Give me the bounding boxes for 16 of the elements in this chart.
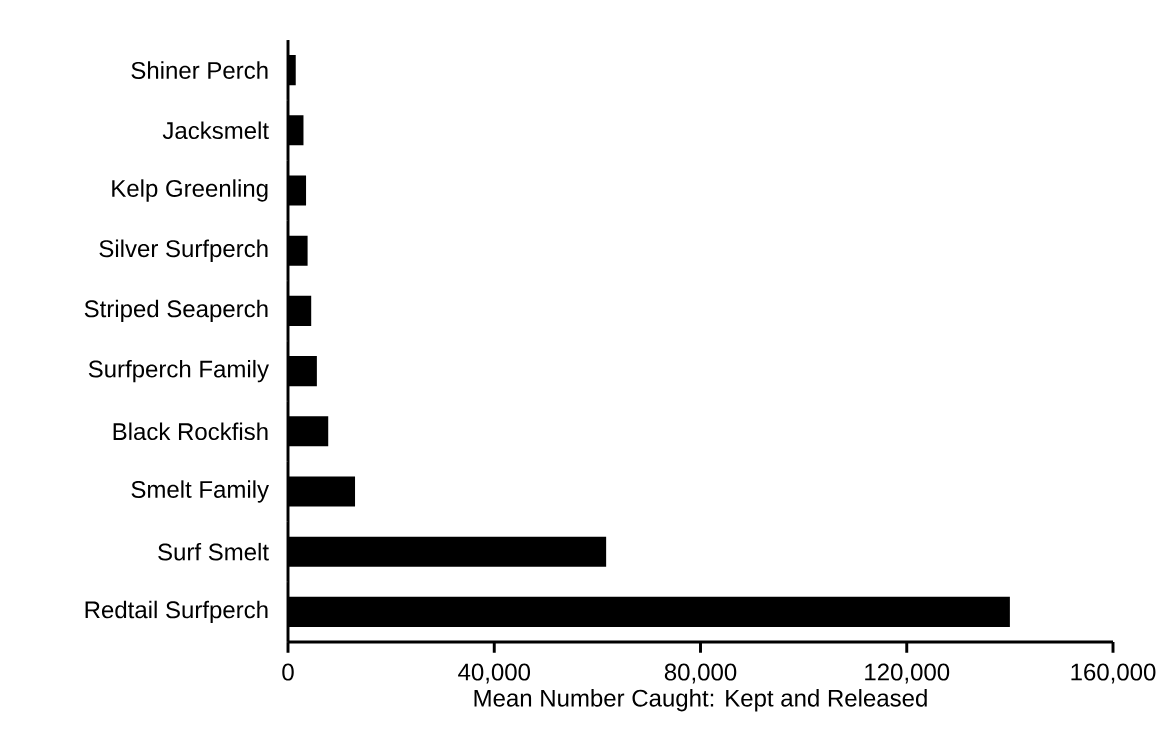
y-tick-label: Surfperch Family — [88, 359, 269, 383]
x-tick-label: 80,000 — [664, 663, 737, 684]
y-tick-label: Striped Seaperch — [84, 299, 268, 323]
x-axis-title: Mean Number Caught: Kept and Released — [474, 689, 927, 712]
y-tick-label: Surf Smelt — [158, 542, 269, 561]
y-tick-label: Smelt Family — [131, 480, 269, 503]
x-tick-label: 0 — [282, 663, 294, 681]
y-tick-label: Redtail Surfperch — [85, 600, 268, 624]
y-tick-label: Shiner Perch — [131, 61, 268, 79]
x-tick-label: 160,000 — [1071, 663, 1156, 684]
x-tick-label: 120,000 — [865, 663, 950, 684]
y-tick-label: Jacksmelt — [162, 121, 269, 140]
y-tick-label: Black Rockfish — [113, 422, 268, 441]
x-tick-label: 40,000 — [458, 663, 531, 684]
y-tick-label: Silver Surfperch — [99, 239, 268, 262]
y-tick-label: Kelp Greenling — [112, 179, 268, 202]
